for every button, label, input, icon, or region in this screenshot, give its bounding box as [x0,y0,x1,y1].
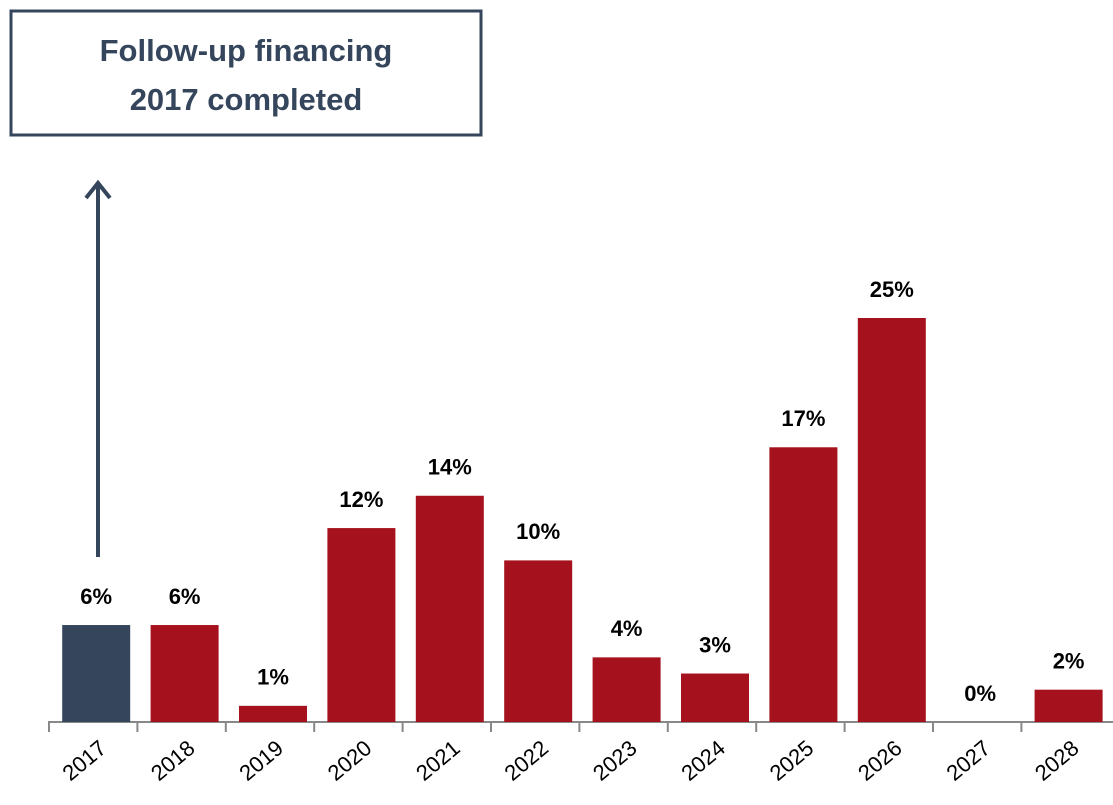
value-label: 2% [1053,648,1085,673]
x-tick-label: 2021 [411,735,465,786]
bar [62,625,131,722]
x-tick-label: 2025 [765,735,819,786]
x-tick-label: 2019 [234,735,288,786]
value-label: 10% [516,519,560,544]
annotation-line: 2017 completed [130,82,363,117]
bar [504,560,573,722]
bar [769,447,838,722]
bar [857,318,926,722]
x-tick-label: 2026 [853,735,907,786]
bar [592,657,661,722]
x-tick-label: 2027 [942,735,996,786]
bar [415,495,484,722]
value-label: 17% [781,406,825,431]
value-label: 6% [169,584,201,609]
x-tick-label: 2017 [58,735,112,786]
bar [681,673,749,722]
value-label: 1% [257,665,289,690]
annotation-box [9,9,483,137]
x-tick-label: 2018 [146,735,200,786]
x-tick-label: 2023 [588,735,642,786]
x-tick-label: 2028 [1030,735,1084,786]
value-label: 0% [964,681,996,706]
arrow-head [84,179,112,200]
bar [1034,689,1103,722]
bar [239,705,307,722]
bar [150,625,219,722]
value-label: 25% [870,277,914,302]
value-label: 12% [339,487,383,512]
value-label: 4% [611,616,643,641]
x-tick-label: 2022 [500,735,554,786]
x-tick-label: 2020 [323,735,377,786]
value-label: 14% [428,455,472,480]
x-tick-label: 2024 [676,735,730,786]
bar [327,528,396,722]
annotation-line: Follow-up financing [100,33,393,68]
value-label: 3% [699,632,731,657]
value-label: 6% [80,584,112,609]
